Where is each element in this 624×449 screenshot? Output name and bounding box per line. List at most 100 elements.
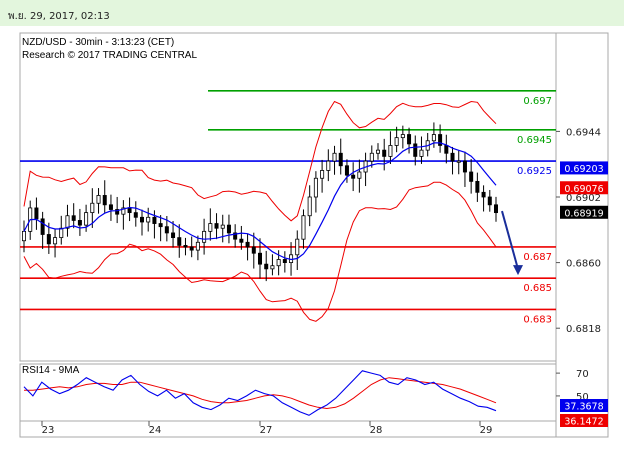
candle-body xyxy=(195,241,200,251)
candle-body xyxy=(146,216,151,223)
candle-body xyxy=(438,134,443,146)
candle-body xyxy=(313,177,318,198)
candle-body xyxy=(84,212,89,226)
chart-title: NZD/USD - 30min - 3:13:23 (CET) xyxy=(22,37,174,48)
bollinger-upper-line xyxy=(23,100,497,222)
candle-body xyxy=(59,227,64,239)
candle-body xyxy=(77,220,82,226)
level-label: 0.683 xyxy=(523,314,552,325)
level-label: 0.6925 xyxy=(517,166,552,177)
y-tick-label: 0.6818 xyxy=(566,324,601,335)
candle-body xyxy=(133,212,138,218)
rsi-tag-label: 36.1472 xyxy=(564,417,603,428)
top-bar: พ.ย. 29, 2017, 02:13 xyxy=(0,0,624,26)
x-tick-label: 27 xyxy=(260,425,273,436)
candle-body xyxy=(351,174,356,179)
candle-body xyxy=(270,265,275,270)
candle-body xyxy=(177,237,182,246)
candle-body xyxy=(456,160,461,163)
candle-body xyxy=(295,238,300,256)
candle-body xyxy=(102,195,107,206)
rsi-tick-label: 70 xyxy=(576,369,589,380)
candle-body xyxy=(46,234,51,245)
candle-body xyxy=(326,160,331,171)
forecast-arrow-head xyxy=(513,265,523,276)
candle-body xyxy=(121,207,126,215)
candle-body xyxy=(407,134,412,145)
timestamp: พ.ย. 29, 2017, 02:13 xyxy=(8,11,110,22)
candle-body xyxy=(127,207,132,214)
candle-body xyxy=(202,230,207,243)
candle-body xyxy=(233,232,238,240)
x-tick-label: 24 xyxy=(149,425,162,436)
candle-body xyxy=(338,152,343,167)
main-panel-frame xyxy=(19,32,557,362)
candle-body xyxy=(301,215,306,240)
candle-body xyxy=(171,232,176,239)
candle-body xyxy=(332,152,337,162)
candle-body xyxy=(108,204,113,210)
candle-body xyxy=(40,218,45,235)
rsi-line xyxy=(23,370,497,416)
candle-body xyxy=(493,204,498,214)
level-label: 0.6945 xyxy=(517,135,552,146)
x-tick-label: 28 xyxy=(370,425,383,436)
candle-body xyxy=(208,223,213,232)
candle-body xyxy=(189,246,194,251)
price-tag-label: 0.69076 xyxy=(564,184,603,195)
candle-body xyxy=(375,149,380,154)
candle-body xyxy=(152,216,157,224)
rsi-tag-box xyxy=(560,399,608,412)
rsi-panel-frame xyxy=(19,363,557,422)
x-tick-label: 29 xyxy=(480,425,493,436)
candle-body xyxy=(307,196,312,217)
candle-body xyxy=(444,145,449,154)
level-label: 0.687 xyxy=(523,252,552,263)
candle-body xyxy=(226,224,231,234)
candle-body xyxy=(239,238,244,243)
candle-body xyxy=(183,245,188,248)
moving-average-line xyxy=(23,142,497,261)
candle-body xyxy=(220,224,225,229)
y-tick-label: 0.6902 xyxy=(566,193,601,204)
rsi-title: RSI14 - 9MA xyxy=(22,365,80,376)
candle-body xyxy=(71,215,76,221)
candle-body xyxy=(344,165,349,176)
rsi-tag-label: 37.3678 xyxy=(564,402,603,413)
candle-body xyxy=(450,152,455,162)
candle-body xyxy=(53,237,58,245)
bollinger-lower-line xyxy=(23,181,497,322)
forecast-arrow-line xyxy=(501,210,519,270)
candle-body xyxy=(164,226,169,234)
candle-body xyxy=(487,196,492,206)
candle-body xyxy=(251,246,256,254)
candle-body xyxy=(475,180,480,193)
candle-body xyxy=(158,223,163,228)
candle-body xyxy=(320,170,325,179)
rsi-tick-label: 50 xyxy=(576,392,589,403)
price-tag-box xyxy=(560,181,608,195)
x-tick-label: 23 xyxy=(42,425,55,436)
candle-body xyxy=(139,216,144,223)
candle-body xyxy=(357,171,362,179)
rsi-tag-box xyxy=(560,414,608,427)
level-label: 0.685 xyxy=(523,283,552,294)
candle-body xyxy=(96,195,101,204)
candle-body xyxy=(462,160,467,173)
candle-body xyxy=(264,263,269,270)
candle-body xyxy=(469,171,474,182)
candle-body xyxy=(282,259,287,264)
candle-body xyxy=(382,149,387,157)
candle-body xyxy=(388,145,393,157)
candle-body xyxy=(400,134,405,139)
candle-body xyxy=(115,209,120,215)
candle-body xyxy=(431,134,436,142)
candle-body xyxy=(276,259,281,267)
candle-body xyxy=(21,230,26,242)
candle-body xyxy=(65,215,70,229)
candle-body xyxy=(419,149,424,157)
price-tag-label: 0.68919 xyxy=(564,208,603,219)
price-tag-box xyxy=(560,161,608,175)
candle-body xyxy=(245,241,250,248)
